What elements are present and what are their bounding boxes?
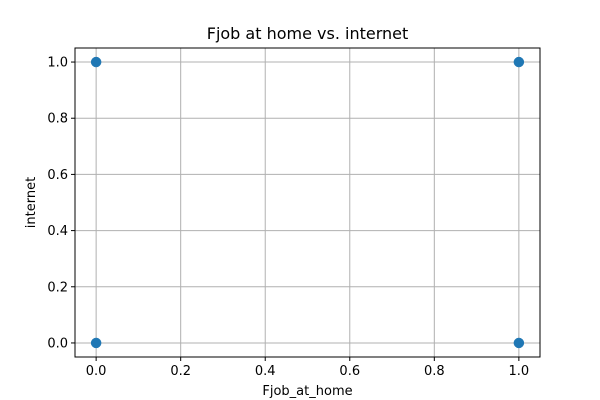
data-point	[90, 56, 102, 68]
plot-frame	[74, 47, 541, 358]
y-tick-label: 0.6	[47, 168, 68, 183]
axis-ticks: 0.0 0.2 0.4 0.6 0.8 1.0 0.0 0.2 0.4 0.6 0.8 1.0	[47, 56, 529, 379]
x-tick-label: 1.0	[509, 364, 530, 379]
grid	[75, 48, 540, 357]
x-axis-title: Fjob_at_home	[262, 384, 352, 399]
x-tick-label: 0.4	[255, 364, 276, 379]
x-tick-label: 0.0	[86, 364, 107, 379]
y-tick-label: 0.8	[47, 112, 68, 127]
x-tick-label: 0.6	[339, 364, 360, 379]
data-point	[90, 337, 102, 349]
y-tick-label: 0.0	[47, 336, 68, 351]
data-point	[513, 337, 525, 349]
y-tick-label: 0.2	[47, 280, 68, 295]
x-tick-label: 0.2	[170, 364, 191, 379]
data-point	[513, 56, 525, 68]
chart-title: Fjob at home vs. internet	[207, 24, 409, 43]
y-tick-label: 0.4	[47, 224, 68, 239]
data-points	[90, 56, 525, 349]
y-axis-title: internet	[24, 177, 39, 228]
y-tick-label: 1.0	[47, 56, 68, 71]
x-tick-label: 0.8	[424, 364, 445, 379]
